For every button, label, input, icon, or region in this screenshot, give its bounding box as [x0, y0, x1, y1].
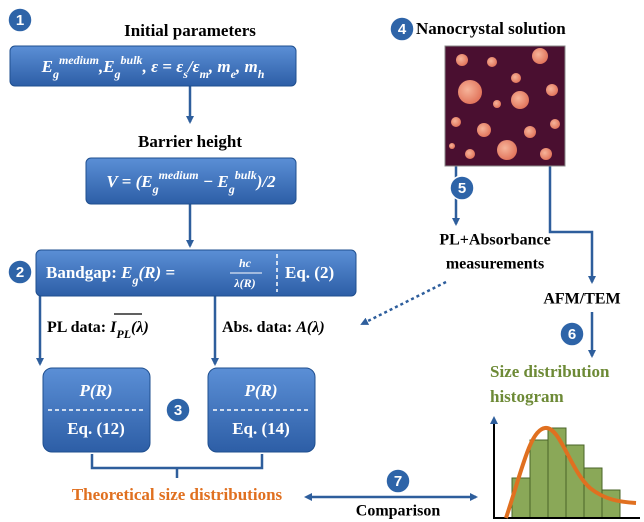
- text-part: − E: [199, 172, 229, 191]
- afm-tem: AFM/TEM: [543, 291, 620, 308]
- formula: Egmedium,Egbulk, ε = εs/εm, me, mh: [41, 53, 265, 81]
- text-part: bulk: [235, 168, 257, 182]
- badge: 1: [16, 12, 24, 29]
- badge: 2: [16, 264, 24, 281]
- text-part: bulk: [121, 53, 143, 67]
- text-part: PL data:: [47, 319, 110, 336]
- initial-title: Initial parameters: [124, 21, 256, 40]
- text-part: h: [258, 67, 265, 81]
- equation: Eq. (14): [232, 419, 290, 438]
- text-part: V = (E: [106, 172, 152, 191]
- histogram-title: histogram: [490, 387, 564, 406]
- text-part: Bandgap:: [46, 263, 121, 282]
- text-part: g: [152, 182, 159, 196]
- text-part: g: [228, 182, 235, 196]
- theoretical-label: Theoretical size distributions: [72, 485, 283, 504]
- text-part: g: [114, 67, 121, 81]
- formula: V = (Egmedium − Egbulk)/2: [106, 168, 276, 196]
- numerator: hc: [239, 256, 252, 270]
- text-part: I: [109, 319, 117, 336]
- formula: P(R): [243, 381, 277, 400]
- badge: 3: [174, 402, 182, 419]
- bandgap-formula: Bandgap: Eg(R) =: [46, 263, 175, 287]
- comparison: Comparison: [356, 503, 441, 520]
- text-part: E: [120, 263, 132, 282]
- badge: 7: [394, 473, 402, 490]
- text-part: PL: [116, 327, 131, 341]
- formula: P(R): [78, 381, 112, 400]
- pl-data: PL data: IPL(λ): [47, 319, 149, 341]
- histogram-title: Size distribution: [490, 362, 610, 381]
- text-part: s: [182, 67, 188, 81]
- text-part: (R) =: [138, 263, 175, 282]
- text-part: medium: [59, 53, 99, 67]
- badge: 5: [458, 180, 466, 197]
- box: [85, 157, 297, 205]
- text-part: g: [131, 273, 138, 287]
- equation: Eq. (12): [67, 419, 125, 438]
- abs-data: Abs. data: A(λ): [222, 319, 325, 336]
- badge: 6: [568, 326, 576, 343]
- measurements-line: PL+Absorbance: [439, 232, 550, 249]
- barrier-title: Barrier height: [138, 132, 242, 151]
- text-part: g: [52, 67, 59, 81]
- text-part: A(λ): [295, 319, 324, 336]
- text-part: e: [231, 67, 237, 81]
- text-part: /ε: [186, 57, 200, 76]
- badge: 4: [398, 21, 407, 38]
- denominator: λ(R): [233, 276, 255, 290]
- text-part: (λ): [131, 319, 149, 336]
- badges: 1 2 3 4 5 6 7: [7, 7, 585, 494]
- text-part: ,E: [98, 57, 115, 76]
- measurements-line: measurements: [446, 256, 544, 273]
- nanocrystal-title: Nanocrystal solution: [416, 19, 566, 38]
- text-part: )/2: [255, 172, 276, 191]
- text-part: medium: [159, 168, 199, 182]
- box: [42, 367, 151, 453]
- text-part: , m: [208, 57, 231, 76]
- equation: Eq. (2): [285, 263, 334, 282]
- text-part: m: [200, 67, 209, 81]
- text-part: E: [41, 57, 53, 76]
- box: [35, 249, 357, 297]
- text-part: , m: [235, 57, 258, 76]
- text-part: Abs. data:: [222, 319, 296, 336]
- text-part: , ε = ε: [142, 57, 184, 76]
- box: [207, 367, 316, 453]
- histogram-icon: [490, 416, 640, 519]
- nanocrystal-image: [444, 45, 566, 167]
- box: [9, 45, 297, 87]
